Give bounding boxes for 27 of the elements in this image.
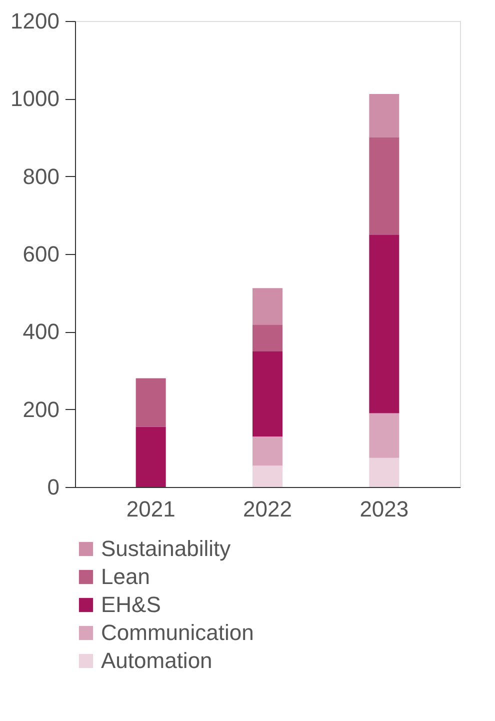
x-tick-label: 2022 bbox=[243, 496, 292, 522]
y-tick-label: 600 bbox=[22, 242, 60, 266]
bar bbox=[369, 94, 400, 138]
legend-label: Sustainability bbox=[101, 536, 231, 561]
y-tick-label: 200 bbox=[22, 396, 60, 422]
y-tick-label: 1000 bbox=[10, 86, 60, 112]
legend-label: Automation bbox=[101, 648, 212, 673]
legend-label: EH&S bbox=[101, 592, 161, 617]
bar bbox=[369, 138, 400, 235]
bar bbox=[252, 436, 282, 466]
bar bbox=[369, 413, 400, 458]
bar bbox=[252, 288, 282, 325]
y-tick-label: 1200 bbox=[10, 8, 60, 34]
y-tick-label: 400 bbox=[22, 319, 60, 344]
bar bbox=[136, 378, 166, 427]
x-tick-label: 2021 bbox=[126, 496, 176, 522]
bar bbox=[369, 458, 400, 487]
x-tick-label: 2023 bbox=[360, 496, 409, 522]
legend-label: Communication bbox=[101, 620, 254, 645]
bar bbox=[252, 466, 282, 487]
legend-label: Lean bbox=[101, 564, 150, 589]
bar bbox=[369, 234, 400, 414]
bar bbox=[252, 351, 282, 437]
bar bbox=[136, 426, 166, 487]
y-tick-label: 800 bbox=[22, 164, 60, 189]
bar bbox=[252, 324, 282, 352]
y-tick-label: 0 bbox=[47, 474, 60, 500]
